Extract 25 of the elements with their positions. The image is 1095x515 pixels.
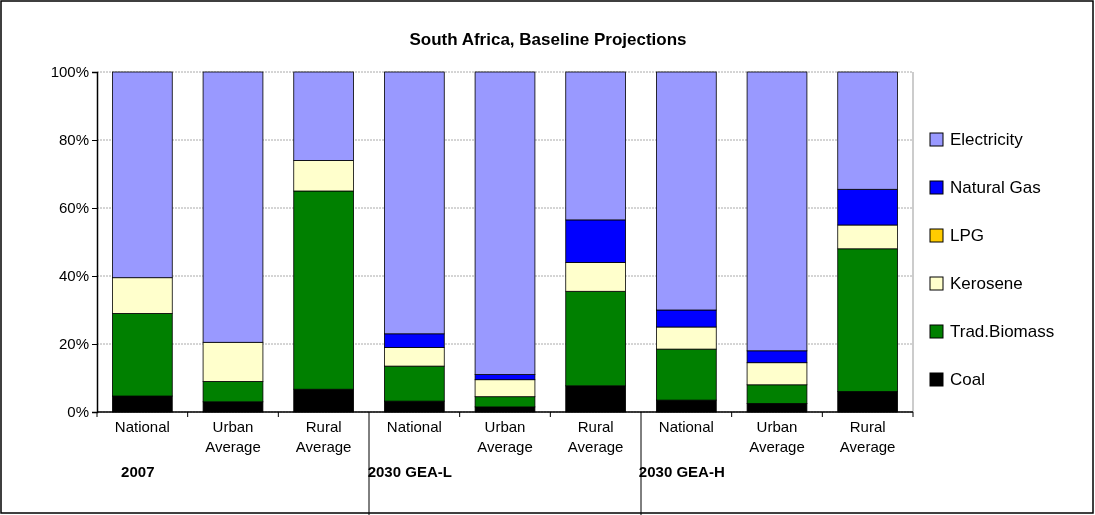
legend-label: Natural Gas — [950, 178, 1041, 197]
x-tick-label: Rural Average — [567, 418, 624, 455]
legend-label: Trad.Biomass — [950, 322, 1055, 341]
y-tick-label: 60% — [58, 199, 89, 217]
text: 2030 GEA-L — [367, 463, 452, 480]
x-tick-label: Urban Average — [477, 418, 533, 455]
chart-title: South Africa, Baseline Projections — [409, 30, 687, 49]
x-tick-label: Rural Average — [295, 418, 352, 455]
x-tick-label: Urban Average — [205, 418, 261, 455]
y-tick-label: 100% — [50, 63, 89, 81]
text: 2030 GEA-H — [638, 463, 725, 480]
legend-label: Electricity — [950, 130, 1024, 149]
y-tick-label: 0% — [67, 403, 89, 421]
x-tick-label: Rural Average — [839, 418, 896, 455]
text: 2007 — [121, 463, 155, 480]
legend-label: Coal — [950, 370, 985, 389]
y-tick-label: 40% — [58, 267, 89, 285]
x-tick-label: National — [114, 418, 170, 435]
y-tick-label: 20% — [58, 335, 89, 353]
x-tick-label: National — [386, 418, 442, 435]
legend-label: Kerosene — [950, 274, 1023, 293]
x-tick-label: National — [658, 418, 714, 435]
x-tick-label: Urban Average — [749, 418, 805, 455]
y-tick-label: 80% — [58, 131, 89, 149]
legend-label: LPG — [950, 226, 985, 245]
